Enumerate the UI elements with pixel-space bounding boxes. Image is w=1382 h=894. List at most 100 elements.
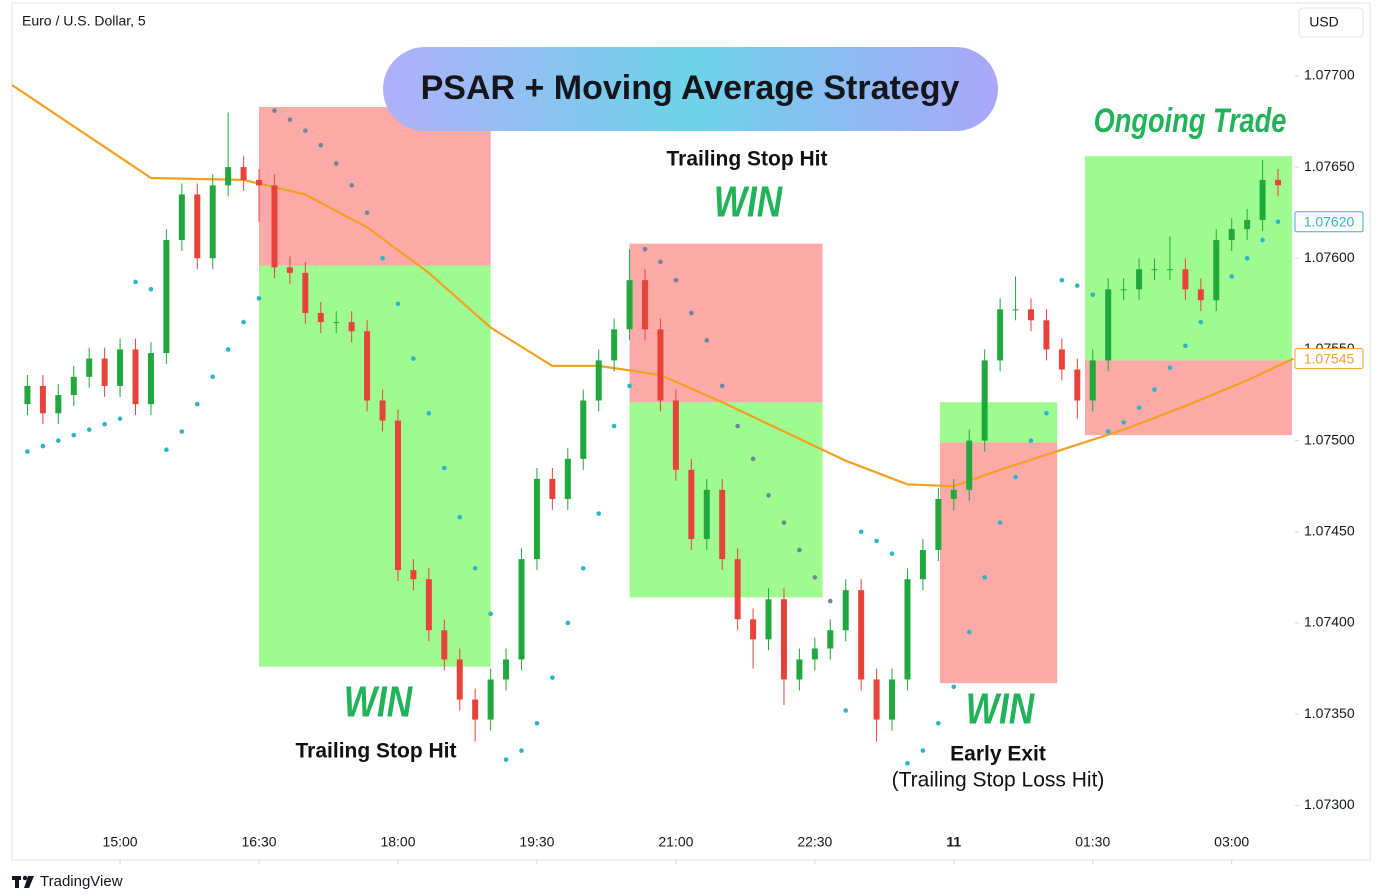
psar-dot [426, 410, 432, 416]
psar-dot [936, 720, 941, 726]
candle-body [719, 489, 726, 560]
psar-dot [164, 447, 169, 453]
candle-body [626, 280, 633, 330]
candle-body [163, 240, 170, 354]
title-pill [383, 47, 998, 131]
candle-body [734, 559, 741, 620]
psar-dot [1260, 237, 1265, 243]
candle-body [317, 312, 324, 323]
plot-area [12, 84, 1294, 766]
candle-body [1244, 219, 1251, 230]
psar-dot [256, 296, 262, 301]
candle-body [1182, 269, 1189, 290]
candle-body [1105, 289, 1112, 361]
candle-body [966, 440, 973, 490]
psar-dot [905, 761, 910, 766]
annotation: WIN [714, 178, 783, 227]
profit-zone [629, 402, 823, 598]
x-tick-label: 15:00 [103, 834, 138, 850]
chart-title: PSAR + Moving Average Strategy [421, 69, 960, 107]
psar-dot [1090, 292, 1096, 298]
candle-body [441, 630, 448, 660]
candle-body [101, 358, 108, 386]
candle-body [919, 550, 926, 580]
psar-dot [210, 374, 216, 380]
y-tick-label: 1.07400 [1304, 614, 1355, 630]
candle-body [595, 360, 602, 401]
psar-dot [627, 383, 632, 389]
annotation: Trailing Stop Hit [296, 740, 457, 763]
psar-dot [117, 416, 123, 422]
psar-dot [642, 246, 648, 252]
moving-average [12, 84, 1294, 488]
annotation: WIN [344, 678, 413, 727]
psar-dot [565, 620, 571, 626]
price-label: 1.07545 [1304, 350, 1355, 366]
candle-body [240, 167, 247, 180]
y-tick-label: 1.07650 [1304, 158, 1355, 174]
axes: 1.077001.076501.076001.075501.075001.074… [103, 67, 1364, 864]
candle-body [286, 267, 293, 273]
candle-body [950, 489, 957, 499]
candle-body [873, 679, 880, 720]
candle-body [904, 579, 911, 680]
candle-body [394, 420, 401, 571]
candle-body [564, 458, 571, 499]
candle-body [842, 590, 849, 631]
candle-body [410, 570, 417, 580]
candle-body [703, 489, 710, 540]
candle-body [1213, 240, 1220, 301]
candle-body [1275, 179, 1282, 186]
psar-dot [766, 493, 771, 498]
candle-body [889, 679, 896, 720]
candle-body [379, 400, 386, 421]
candle-body [518, 559, 525, 660]
candle-body [796, 659, 803, 680]
psar-dot [1121, 420, 1126, 425]
x-tick-label: 21:00 [658, 834, 693, 850]
psar-dot [889, 551, 895, 556]
candle-body [24, 385, 31, 405]
y-tick-label: 1.07300 [1304, 796, 1355, 812]
price-label-box [1294, 348, 1364, 370]
candle-body [981, 360, 988, 441]
psar-dot [86, 427, 92, 432]
psar-dot [1198, 319, 1204, 325]
psar-dot [318, 142, 324, 148]
annotation: Ongoing Trade [1094, 101, 1287, 140]
psar-dot [966, 629, 972, 635]
candle-body [1027, 309, 1034, 321]
psar-dot [858, 529, 864, 535]
annotation: (Trailing Stop Loss Hit) [892, 769, 1105, 792]
psar-dot [380, 255, 385, 261]
x-tick-label: 03:00 [1214, 834, 1249, 850]
psar-dot [658, 259, 663, 265]
candle-body [117, 349, 124, 386]
candle-body [549, 478, 556, 499]
annotation: Trailing Stop Hit [667, 148, 828, 171]
psar-dot [874, 538, 879, 544]
candle-body [503, 659, 510, 680]
psar-dot [225, 347, 231, 352]
overlay: PSAR + Moving Average Strategy Ongoing T… [296, 47, 1287, 792]
psar-dot [827, 598, 833, 604]
psar-dot [1059, 277, 1065, 283]
psar-dot [333, 161, 339, 166]
currency-label[interactable]: USD [1309, 14, 1339, 30]
psar-dot [781, 520, 787, 525]
psar-dot [133, 279, 138, 285]
loss-zone [1085, 360, 1292, 436]
psar-dot [441, 465, 447, 471]
brand-logo [12, 875, 34, 888]
candle-body [194, 194, 201, 259]
candle-body [1259, 179, 1266, 220]
psar-dot [1244, 255, 1250, 261]
currency-box[interactable] [1298, 7, 1364, 38]
psar-dot [303, 128, 308, 133]
psar-dot [673, 277, 679, 283]
loss-zone [259, 106, 491, 266]
psar-dot [457, 514, 463, 520]
psar-dot [1275, 219, 1281, 225]
psar-dot [488, 611, 493, 617]
candle-body [750, 619, 757, 640]
